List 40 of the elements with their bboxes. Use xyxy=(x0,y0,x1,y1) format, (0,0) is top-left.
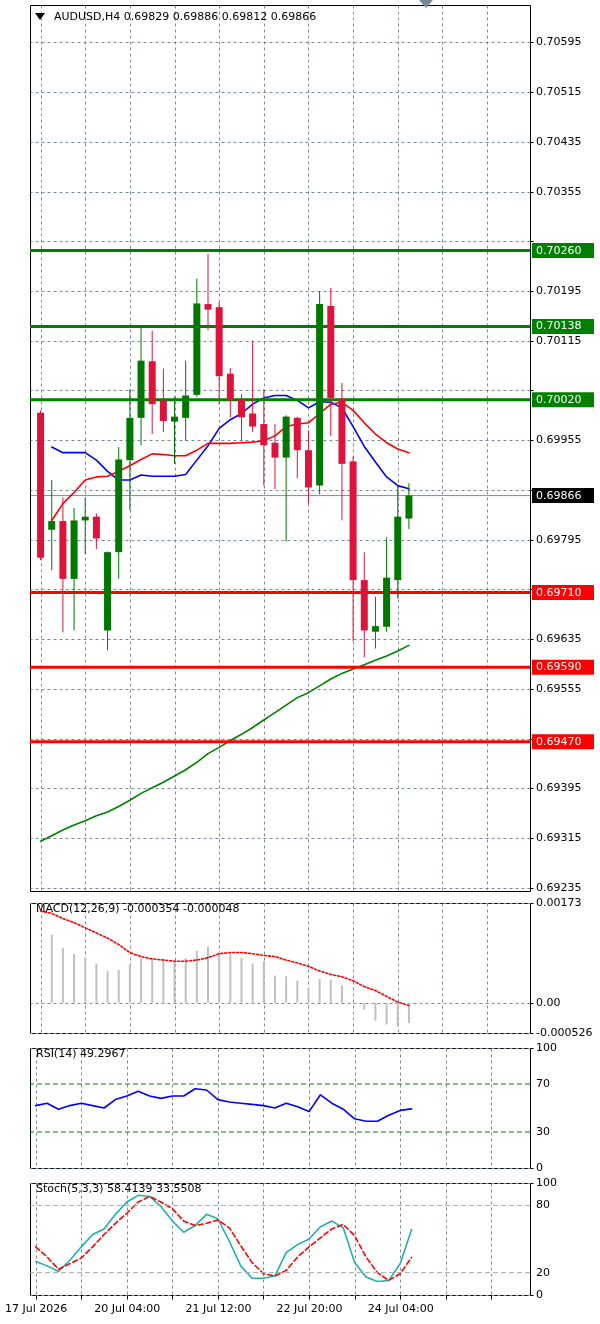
y-tick-label: 0 xyxy=(536,1161,543,1174)
y-tick-label: 0.70435 xyxy=(536,134,582,148)
y-tick-label: 0.00 xyxy=(536,995,561,1009)
y-tick-label: -0.000526 xyxy=(536,1026,593,1039)
y-tick-label: 100 xyxy=(536,1041,557,1054)
chart-title: AUDUSD,H4 0.69829 0.69886 0.69812 0.69866 xyxy=(54,10,317,23)
chart-title: MACD(12,26,9) -0.000354 -0.000048 xyxy=(36,902,240,915)
y-tick-label: 0.69315 xyxy=(536,831,582,845)
x-tick-label: 17 Jul 2026 xyxy=(5,1301,68,1315)
ref-line-label: 0.69590 xyxy=(536,660,582,674)
ref-line-label: 0.69866 xyxy=(536,488,582,502)
ref-line-label: 0.69710 xyxy=(536,585,582,599)
y-tick-label: 0 xyxy=(536,1288,543,1301)
y-tick-label: 0.69795 xyxy=(536,532,582,546)
y-tick-label: 100 xyxy=(536,1176,557,1189)
y-tick-label: 0.69555 xyxy=(536,681,582,695)
y-tick-label: 0.70195 xyxy=(536,284,582,298)
x-tick-label: 21 Jul 12:00 xyxy=(185,1301,252,1315)
y-tick-label: 0.70115 xyxy=(536,333,582,347)
x-tick-label: 24 Jul 04:00 xyxy=(367,1301,434,1315)
y-tick-label: 0.70595 xyxy=(536,35,582,49)
ref-line-label: 0.70020 xyxy=(536,392,582,406)
y-tick-label: 0.69955 xyxy=(536,433,582,447)
ref-line-label: 0.70260 xyxy=(536,243,582,257)
y-tick-label: 0.70515 xyxy=(536,85,582,99)
x-tick-label: 22 Jul 20:00 xyxy=(276,1301,343,1315)
y-tick-label: 80 xyxy=(536,1198,550,1212)
ref-line-label: 0.70138 xyxy=(536,319,582,333)
y-tick-label: 0.69395 xyxy=(536,781,582,795)
y-tick-label: 70 xyxy=(536,1077,550,1090)
y-tick-label: 0.69235 xyxy=(536,880,582,894)
y-tick-label: 0.70355 xyxy=(536,184,582,198)
chart-title: RSI(14) 49.2967 xyxy=(36,1047,126,1060)
x-tick-label: 20 Jul 04:00 xyxy=(94,1301,161,1315)
chart-title: Stoch(5,3,3) 58.4139 33.5508 xyxy=(36,1182,202,1195)
y-tick-label: 30 xyxy=(536,1125,550,1138)
y-tick-label: 20 xyxy=(536,1265,550,1279)
ref-line-label: 0.69470 xyxy=(536,734,582,748)
y-tick-label: 0.00173 xyxy=(536,896,582,909)
y-tick-label: 0.69635 xyxy=(536,632,582,646)
